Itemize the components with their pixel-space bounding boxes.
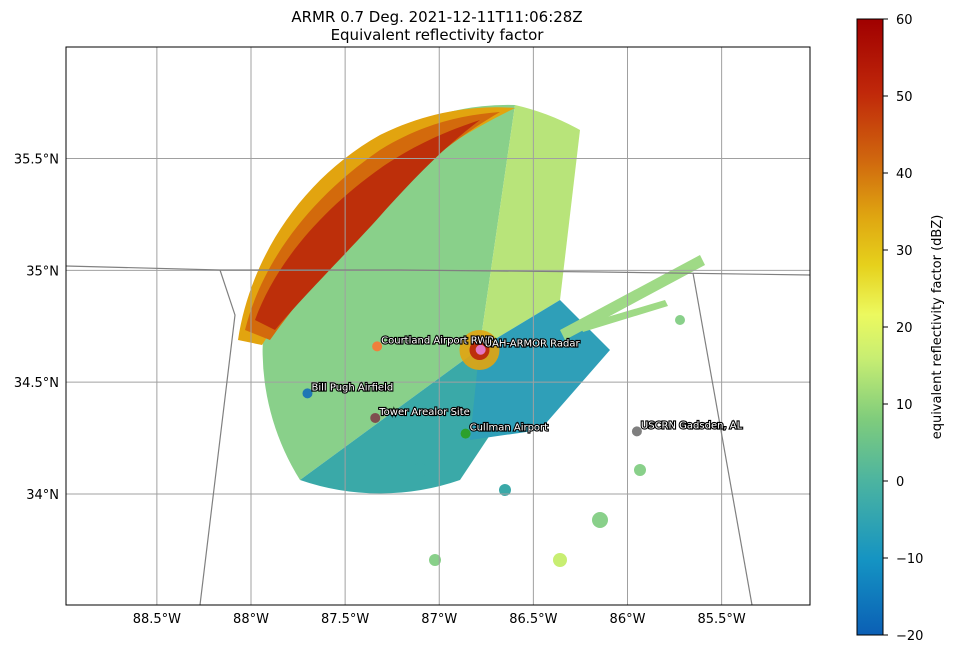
colorbar-tick-label: −10 bbox=[896, 552, 923, 567]
ms-border bbox=[199, 269, 236, 605]
site-marker bbox=[460, 428, 471, 439]
radar-cell-1 bbox=[592, 512, 608, 528]
site-label: Tower Arealor Site bbox=[378, 407, 470, 418]
y-tick-label: 35.5°N bbox=[14, 153, 59, 168]
x-tick-label: 88°W bbox=[233, 612, 269, 627]
site-label: Cullman Airport bbox=[470, 423, 549, 434]
colorbar-tick-label: 30 bbox=[896, 244, 913, 259]
colorbar-tick-label: 40 bbox=[896, 167, 913, 182]
radar-cell-6 bbox=[413, 463, 427, 477]
colorbar-label: equivalent reflectivity factor (dBZ) bbox=[930, 215, 945, 440]
ga-border bbox=[692, 272, 753, 605]
x-tick-label: 86°W bbox=[610, 612, 646, 627]
radar-band-intense bbox=[255, 120, 480, 330]
radar-streak-ne bbox=[560, 255, 705, 340]
site-marker bbox=[302, 388, 313, 399]
map-gridlines bbox=[66, 47, 810, 605]
radar-sector-south bbox=[300, 348, 500, 494]
radar-sector-north bbox=[479, 105, 580, 349]
title-line-1: ARMR 0.7 Deg. 2021-12-11T11:06:28Z bbox=[291, 8, 582, 26]
radar-cell-3 bbox=[429, 554, 441, 566]
x-tick-label: 87°W bbox=[421, 612, 457, 627]
colorbar-tick-label: 50 bbox=[896, 90, 913, 105]
site-marker bbox=[475, 344, 486, 355]
y-tick-label: 35°N bbox=[26, 264, 59, 279]
x-tick-label: 85.5°W bbox=[697, 612, 745, 627]
x-tick-label: 87.5°W bbox=[321, 612, 369, 627]
radar-cell-7 bbox=[499, 484, 511, 496]
site-label: Courtland Airport RWP bbox=[381, 335, 493, 346]
y-tick-label: 34°N bbox=[26, 488, 59, 503]
y-tick-label: 34.5°N bbox=[14, 376, 59, 391]
radar-reflectivity-layer bbox=[238, 104, 705, 567]
colorbar-tick-label: 10 bbox=[896, 398, 913, 413]
x-tick-label: 86.5°W bbox=[509, 612, 557, 627]
site-marker bbox=[631, 426, 642, 437]
colorbar bbox=[856, 18, 884, 636]
colorbar-tick-label: 20 bbox=[896, 321, 913, 336]
title-line-2: Equivalent reflectivity factor bbox=[331, 26, 545, 44]
y-tick-labels: 34°N 34.5°N 35°N 35.5°N bbox=[14, 153, 59, 504]
colorbar-ticks: −20 −10 0 10 20 30 40 50 60 bbox=[883, 13, 923, 644]
radar-cell-5 bbox=[675, 315, 685, 325]
tn-border bbox=[66, 265, 810, 276]
site-label: Bill Pugh Airfield bbox=[311, 382, 393, 393]
colorbar-tick-label: −20 bbox=[896, 629, 923, 644]
colorbar-tick-label: 60 bbox=[896, 13, 913, 28]
radar-cell-4 bbox=[634, 464, 646, 476]
radar-streak-e bbox=[580, 300, 668, 332]
radar-cell-2 bbox=[553, 553, 567, 567]
site-label: USCRN Gadsden, AL bbox=[641, 420, 743, 431]
state-borders bbox=[66, 265, 810, 605]
radar-east-core bbox=[470, 300, 610, 440]
site-marker bbox=[370, 412, 381, 423]
site-label: UAH-ARMOR Radar bbox=[485, 339, 581, 350]
colorbar-tick-label: 0 bbox=[896, 475, 904, 490]
x-tick-labels: 88.5°W 88°W 87.5°W 87°W 86.5°W 86°W 85.5°W bbox=[133, 612, 746, 627]
site-marker bbox=[372, 341, 383, 352]
x-tick-label: 88.5°W bbox=[133, 612, 181, 627]
map-frame bbox=[65, 46, 811, 606]
